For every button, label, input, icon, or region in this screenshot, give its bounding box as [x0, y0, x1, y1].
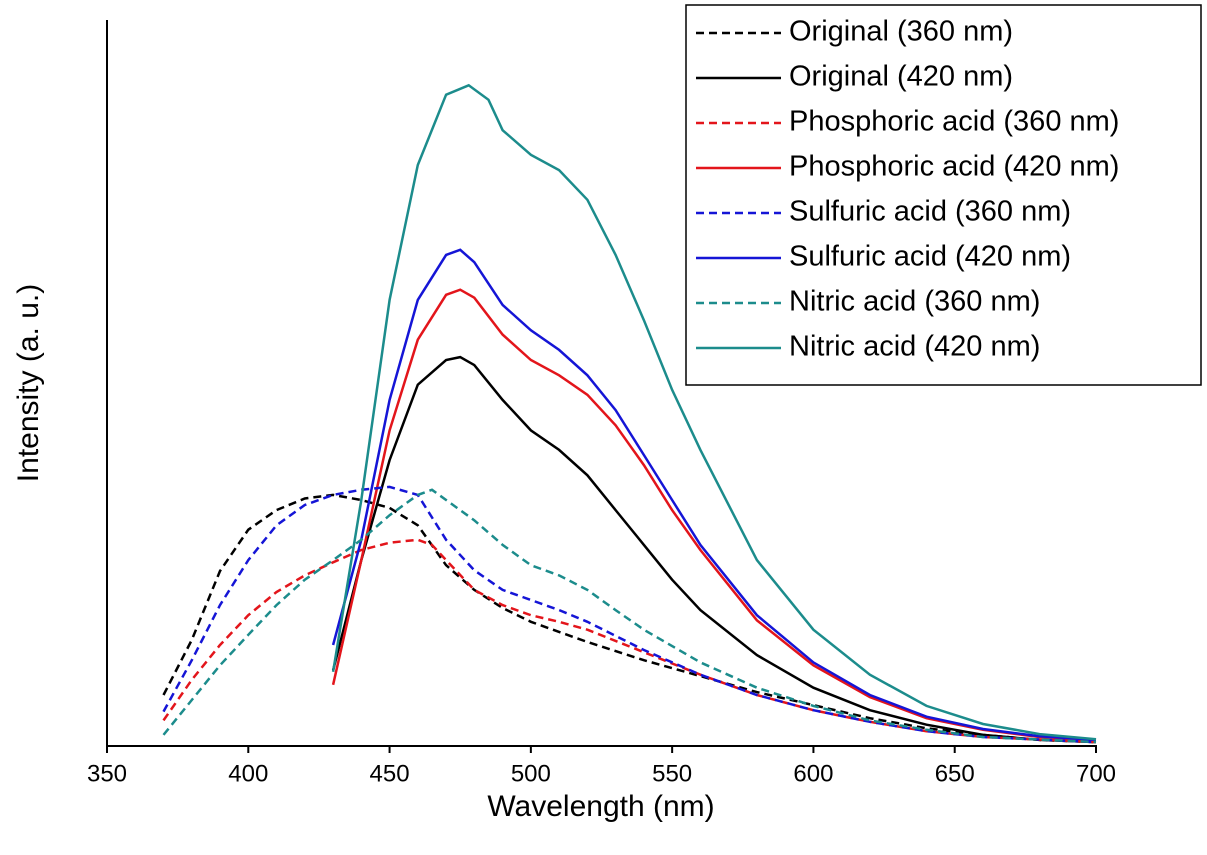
y-axis-label: Intensity (a. u.): [12, 284, 45, 482]
x-tick-label: 450: [370, 760, 410, 787]
series-line: [162, 538, 1097, 744]
series-line: [162, 493, 1097, 744]
x-tick-label: 550: [652, 760, 692, 787]
series-line: [331, 248, 1097, 742]
x-tick-label: 650: [935, 760, 975, 787]
series-line: [331, 288, 1097, 742]
series-line: [162, 485, 1097, 744]
legend-label: Nitric acid (420 nm): [789, 331, 1040, 363]
x-tick-label: 500: [511, 760, 551, 787]
series-line: [162, 488, 1097, 744]
legend-label: Sulfuric acid (420 nm): [789, 241, 1071, 273]
legend-label: Original (420 nm): [789, 61, 1013, 93]
legend-label: Original (360 nm): [789, 16, 1013, 48]
series-line: [331, 355, 1097, 744]
legend-box: [685, 4, 1202, 386]
x-tick-label: 600: [793, 760, 833, 787]
legend: Original (360 nm) Original (420 nm) Phosph…: [685, 4, 1202, 386]
x-axis-label: Wavelength (nm): [487, 790, 714, 823]
x-tick-label: 400: [228, 760, 268, 787]
series-line: [331, 83, 1097, 741]
legend-label: Phosphoric acid (360 nm): [789, 106, 1119, 138]
legend-label: Phosphoric acid (420 nm): [789, 151, 1119, 183]
legend-label: Nitric acid (360 nm): [789, 286, 1040, 318]
x-tick-label: 700: [1076, 760, 1116, 787]
x-tick-label: 350: [87, 760, 127, 787]
legend-label: Sulfuric acid (360 nm): [789, 196, 1071, 228]
